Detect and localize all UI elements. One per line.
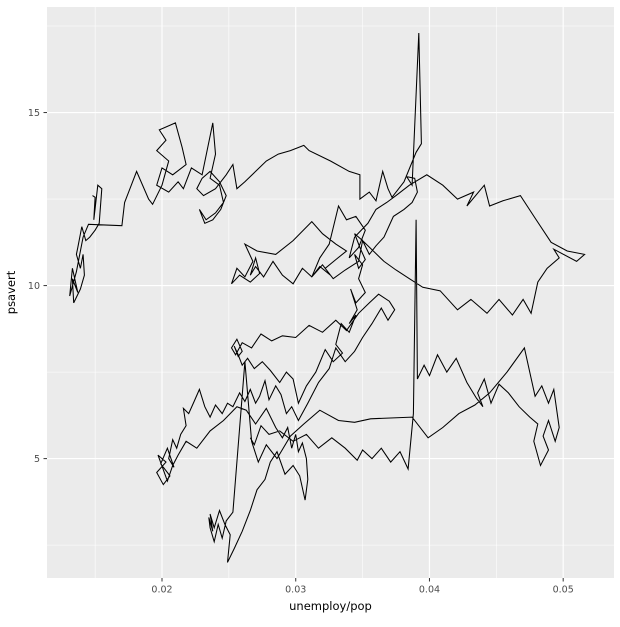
plot-panel-layer: 0.02 0.03 0.04 0.05 5 10 15 xyxy=(28,7,614,596)
x-tick-label: 0.02 xyxy=(151,585,172,596)
y-tick-label: 15 xyxy=(28,108,40,119)
x-axis-title: unemploy/pop xyxy=(289,599,372,613)
plot-panel xyxy=(47,7,614,578)
x-tick-label: 0.05 xyxy=(553,585,574,596)
y-axis-title: psavert xyxy=(4,270,18,314)
y-tick-label: 10 xyxy=(28,281,40,292)
x-tick-label: 0.04 xyxy=(419,585,440,596)
x-tick-label: 0.03 xyxy=(285,585,306,596)
y-tick-label: 5 xyxy=(34,454,40,465)
economics-path xyxy=(69,32,586,563)
